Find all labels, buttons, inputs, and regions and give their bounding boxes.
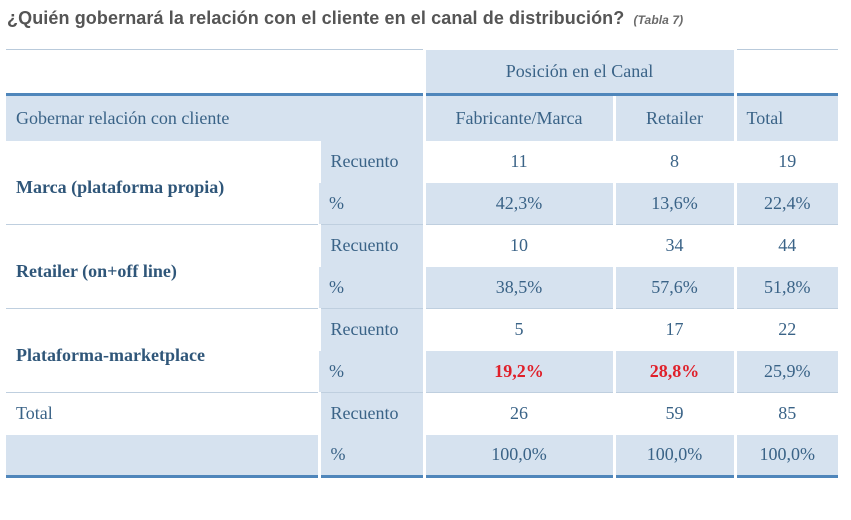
stat-label: % — [317, 434, 424, 477]
cell-value: 100,0% — [733, 434, 838, 477]
stat-label: % — [319, 350, 424, 393]
header-row-group: Posición en el Canal — [6, 49, 838, 95]
table-row: Plataforma-marketplace Recuento 5 17 22 — [6, 308, 838, 393]
highlighted-value: 19,2% — [422, 350, 614, 393]
table-row: Total Recuento 26 59 85 — [6, 392, 838, 435]
table-reference: (Tabla 7) — [633, 13, 684, 27]
crosstab-table: Posición en el Canal Gobernar relación c… — [6, 49, 838, 478]
cell-value: 100,0% — [422, 434, 614, 477]
highlighted-value: 28,8% — [612, 350, 735, 393]
table-row: Retailer (on+off line) Recuento 10 34 44 — [6, 224, 838, 309]
cell-value: 22,4% — [733, 182, 838, 225]
cell-value: 19 — [733, 140, 838, 183]
stat-label: % — [319, 182, 424, 225]
cell-value: 11 — [422, 140, 614, 183]
cell-value: 26 — [422, 392, 614, 435]
table-row: % 42,3% 13,6% 22,4% — [6, 182, 838, 225]
title-text: ¿Quién gobernará la relación con el clie… — [7, 8, 625, 28]
stat-label: Recuento — [317, 224, 424, 267]
table-row: % 19,2% 28,8% 25,9% — [6, 350, 838, 393]
header-row-columns: Gobernar relación con cliente Fabricante… — [6, 93, 838, 141]
group-header: Posición en el Canal — [422, 49, 735, 95]
row-label: Total — [6, 392, 319, 435]
cell-value: 38,5% — [422, 266, 614, 309]
row-label: Plataforma-marketplace — [6, 308, 319, 393]
cell-value: 44 — [733, 224, 838, 267]
cell-value: 51,8% — [733, 266, 838, 309]
stat-label: Recuento — [317, 308, 424, 351]
empty-cell — [6, 434, 319, 477]
cell-value: 100,0% — [612, 434, 735, 477]
row-label: Marca (plataforma propia) — [6, 140, 319, 225]
cell-value: 59 — [612, 392, 735, 435]
header-empty-cell — [733, 49, 838, 95]
row-variable-header: Gobernar relación con cliente — [6, 93, 424, 141]
table-row: Marca (plataforma propia) Recuento 11 8 … — [6, 140, 838, 225]
table-title: ¿Quién gobernará la relación con el clie… — [7, 8, 847, 29]
header-empty-cell — [6, 49, 424, 95]
stat-label: Recuento — [317, 392, 424, 435]
cell-value: 17 — [612, 308, 735, 351]
table-row: % 100,0% 100,0% 100,0% — [6, 434, 838, 477]
column-header: Fabricante/Marca — [422, 93, 614, 141]
cell-value: 13,6% — [612, 182, 735, 225]
cell-value: 85 — [733, 392, 838, 435]
column-header: Total — [733, 93, 838, 141]
table-row: % 38,5% 57,6% 51,8% — [6, 266, 838, 309]
cell-value: 57,6% — [612, 266, 735, 309]
stat-label: Recuento — [317, 140, 424, 183]
cell-value: 42,3% — [422, 182, 614, 225]
cell-value: 5 — [422, 308, 614, 351]
stat-label: % — [319, 266, 424, 309]
cell-value: 8 — [612, 140, 735, 183]
column-header: Retailer — [612, 93, 735, 141]
cell-value: 25,9% — [733, 350, 838, 393]
cell-value: 22 — [733, 308, 838, 351]
cell-value: 34 — [612, 224, 735, 267]
row-label: Retailer (on+off line) — [6, 224, 319, 309]
cell-value: 10 — [422, 224, 614, 267]
